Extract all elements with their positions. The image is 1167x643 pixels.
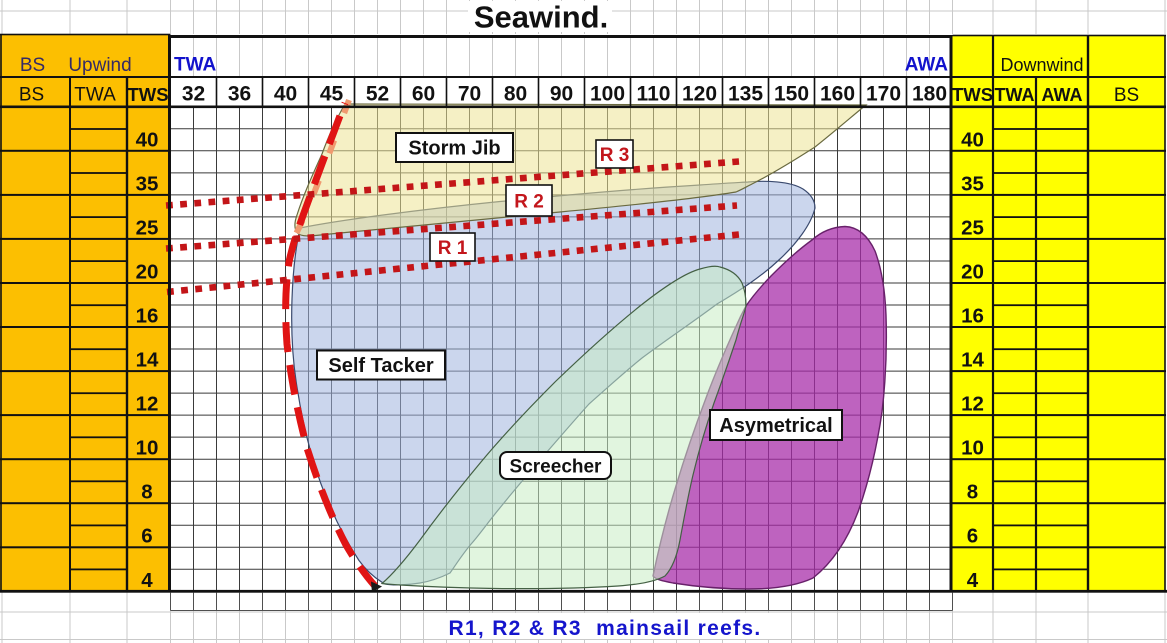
svg-text:Upwind: Upwind <box>68 55 131 76</box>
svg-text:6: 6 <box>141 525 152 548</box>
svg-text:40: 40 <box>274 83 297 106</box>
svg-text:35: 35 <box>136 172 159 195</box>
svg-text:Downwind: Downwind <box>1000 55 1083 75</box>
svg-text:40: 40 <box>961 128 984 151</box>
svg-text:80: 80 <box>504 83 527 106</box>
svg-text:52: 52 <box>366 83 389 106</box>
svg-text:6: 6 <box>967 525 978 548</box>
svg-text:TWS: TWS <box>127 84 168 105</box>
svg-text:110: 110 <box>637 83 671 106</box>
svg-text:36: 36 <box>228 83 251 106</box>
svg-text:20: 20 <box>136 261 159 284</box>
svg-text:170: 170 <box>866 83 901 106</box>
svg-text:4: 4 <box>967 569 979 592</box>
svg-text:8: 8 <box>967 481 978 504</box>
svg-text:40: 40 <box>136 128 159 151</box>
svg-text:14: 14 <box>136 349 159 372</box>
svg-text:12: 12 <box>136 393 159 416</box>
svg-text:TWA: TWA <box>74 85 116 106</box>
svg-text:Asymetrical: Asymetrical <box>719 415 832 437</box>
svg-text:60: 60 <box>412 83 435 106</box>
svg-text:Screecher: Screecher <box>510 456 603 477</box>
svg-text:AWA: AWA <box>1041 85 1082 105</box>
svg-text:135: 135 <box>728 83 763 106</box>
svg-text:BS: BS <box>19 85 44 106</box>
svg-text:Storm Jib: Storm Jib <box>408 138 500 160</box>
svg-text:BS: BS <box>1114 85 1139 106</box>
svg-text:45: 45 <box>320 83 344 106</box>
svg-text:70: 70 <box>458 83 481 106</box>
svg-text:TWA: TWA <box>995 85 1035 105</box>
svg-text:32: 32 <box>182 83 205 106</box>
svg-text:14: 14 <box>961 349 984 372</box>
svg-text:12: 12 <box>961 393 984 416</box>
svg-text:AWA: AWA <box>905 55 949 76</box>
svg-text:8: 8 <box>141 481 152 504</box>
svg-text:R 2: R 2 <box>514 191 544 212</box>
svg-text:150: 150 <box>774 83 809 106</box>
svg-text:25: 25 <box>961 216 984 239</box>
svg-text:90: 90 <box>550 83 573 106</box>
svg-text:BS: BS <box>20 55 45 76</box>
svg-text:20: 20 <box>961 261 984 284</box>
svg-text:100: 100 <box>590 83 625 106</box>
svg-text:16: 16 <box>961 305 984 328</box>
svg-text:4: 4 <box>141 569 153 592</box>
svg-text:R1, R2 & R3 mainsail reefs.: R1, R2 & R3 mainsail reefs. <box>448 617 761 640</box>
svg-text:180: 180 <box>912 83 947 106</box>
svg-text:TWS: TWS <box>952 84 993 105</box>
svg-text:Seawind.: Seawind. <box>474 0 608 35</box>
svg-text:R 1: R 1 <box>438 238 468 259</box>
svg-text:35: 35 <box>961 172 984 195</box>
svg-text:160: 160 <box>820 83 855 106</box>
svg-text:TWA: TWA <box>174 55 216 76</box>
svg-text:120: 120 <box>682 83 717 106</box>
svg-text:10: 10 <box>961 437 984 460</box>
svg-text:Self Tacker: Self Tacker <box>328 355 433 377</box>
svg-text:25: 25 <box>136 216 159 239</box>
svg-text:16: 16 <box>136 305 159 328</box>
svg-text:10: 10 <box>136 437 159 460</box>
svg-text:R 3: R 3 <box>600 145 630 166</box>
